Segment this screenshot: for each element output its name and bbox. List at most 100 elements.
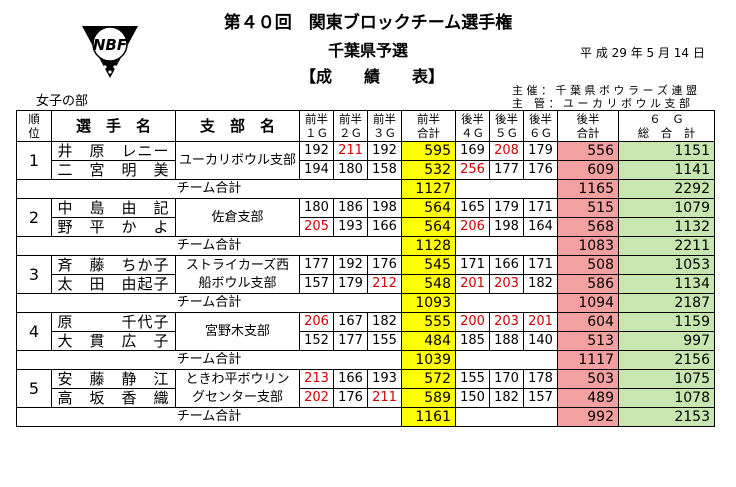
col-header-g1: 前半 １Ｇ: [299, 110, 334, 142]
rank-cell: 1: [16, 141, 52, 180]
col-header-line: 支 部 名: [199, 117, 275, 135]
first-half-total: 572: [401, 369, 456, 389]
game-score: 192: [367, 141, 402, 161]
branch-line: ユーカリボウル支部: [178, 152, 296, 168]
game-score: 208: [489, 141, 524, 161]
blank-cell: [455, 350, 558, 370]
first-half-total: 564: [401, 198, 456, 218]
grand-total: 1078: [618, 388, 715, 408]
team-second-total: 1165: [557, 179, 619, 199]
branch-name: ときわ平ボウリン グセンター支部: [175, 369, 300, 408]
col-header-g5: 後半 ５Ｇ: [489, 110, 524, 142]
blank-cell: [455, 407, 558, 427]
rank-cell: 2: [16, 198, 52, 237]
rank-cell: 3: [16, 255, 52, 294]
game-score: 200: [455, 312, 490, 332]
col-header-first-total: 前半 合計: [401, 110, 456, 142]
game-score: 180: [299, 198, 334, 218]
game-score: 166: [367, 217, 402, 237]
game-score: 206: [299, 312, 334, 332]
team-grand-total: 2211: [618, 236, 715, 256]
game-score: 182: [367, 312, 402, 332]
game-score: 176: [333, 388, 368, 408]
col-header-line: 総 合 計: [637, 126, 696, 140]
team-second-total: 1117: [557, 350, 619, 370]
game-score: 212: [367, 274, 402, 294]
player-row: 太 田 由起子 157 179 212 548 201 203 182 586 1134: [17, 274, 715, 294]
col-header-line: ４Ｇ: [461, 126, 484, 140]
first-half-total: 589: [401, 388, 456, 408]
game-score: 157: [523, 388, 558, 408]
game-score: 171: [455, 255, 490, 275]
branch-name: ユーカリボウル支部: [175, 141, 300, 180]
game-score: 177: [299, 255, 334, 275]
second-half-total: 515: [557, 198, 619, 218]
first-half-total: 532: [401, 160, 456, 180]
team-second-total: 1083: [557, 236, 619, 256]
team-total-label: チーム合計: [16, 407, 402, 427]
game-score: 169: [455, 141, 490, 161]
player-name: 太 田 由起子: [51, 274, 176, 294]
second-half-total: 503: [557, 369, 619, 389]
rank-cell: 4: [16, 312, 52, 351]
team-total-row: チーム合計 1161 992 2153: [16, 407, 715, 427]
document-subtitle: 千葉県予選: [327, 41, 408, 60]
team-second-total: 992: [557, 407, 619, 427]
results-table: 順位 選 手 名 支 部 名 前半 １Ｇ 前半 ２Ｇ 前半 ３Ｇ 前半 合計 後半 ４Ｇ …: [16, 110, 715, 427]
game-score: 201: [523, 312, 558, 332]
team-first-total: 1161: [401, 407, 456, 427]
col-header-g4: 後半 ４Ｇ: [455, 110, 490, 142]
second-half-total: 586: [557, 274, 619, 294]
player-name: 原 千代子: [51, 312, 176, 332]
col-header-name: 選 手 名: [51, 110, 176, 142]
game-score: 171: [523, 255, 558, 275]
team-total-row: チーム合計 1093 1094 2187: [16, 293, 715, 313]
first-half-total: 484: [401, 331, 456, 351]
team-grand-total: 2187: [618, 293, 715, 313]
game-score: 177: [333, 331, 368, 351]
second-half-total: 513: [557, 331, 619, 351]
nbf-logo: NBF: [82, 26, 138, 78]
second-half-total: 489: [557, 388, 619, 408]
team-grand-total: 2292: [618, 179, 715, 199]
branch-line: 船ボウル支部: [198, 275, 277, 291]
game-score: 170: [489, 369, 524, 389]
game-score: 140: [523, 331, 558, 351]
branch-line: グセンター支部: [191, 389, 283, 405]
grand-total: 1079: [618, 198, 715, 218]
col-header-line: ２Ｇ: [339, 126, 362, 140]
game-score: 211: [333, 141, 368, 161]
game-score: 165: [455, 198, 490, 218]
game-score: 155: [455, 369, 490, 389]
col-header-rank: 順位: [16, 110, 52, 142]
grand-total: 997: [618, 331, 715, 351]
game-score: 150: [455, 388, 490, 408]
grand-total: 1075: [618, 369, 715, 389]
game-score: 178: [523, 369, 558, 389]
player-name: 高 坂 香 織: [51, 388, 176, 408]
game-score: 157: [299, 274, 334, 294]
col-header-branch: 支 部 名: [175, 110, 300, 142]
game-score: 256: [455, 160, 490, 180]
game-score: 206: [455, 217, 490, 237]
second-half-total: 508: [557, 255, 619, 275]
team-grand-total: 2156: [618, 350, 715, 370]
branch-line: 佐倉支部: [211, 209, 264, 225]
first-half-total: 548: [401, 274, 456, 294]
team-total-row: チーム合計 1127 1165 2292: [16, 179, 715, 199]
game-score: 158: [367, 160, 402, 180]
player-row: 二 宮 明 美 194 180 158 532 256 177 176 609 1141: [17, 160, 715, 180]
game-score: 182: [489, 388, 524, 408]
grand-total: 1159: [618, 312, 715, 332]
player-row: 野 平 か よ 205 193 166 564 206 198 164 568 1132: [17, 217, 715, 237]
player-name: 野 平 か よ: [51, 217, 176, 237]
game-score: 167: [333, 312, 368, 332]
blank-cell: [455, 293, 558, 313]
second-half-total: 609: [557, 160, 619, 180]
division-label: 女子の部: [36, 94, 89, 109]
game-score: 182: [523, 274, 558, 294]
col-header-g3: 前半 ３Ｇ: [367, 110, 402, 142]
